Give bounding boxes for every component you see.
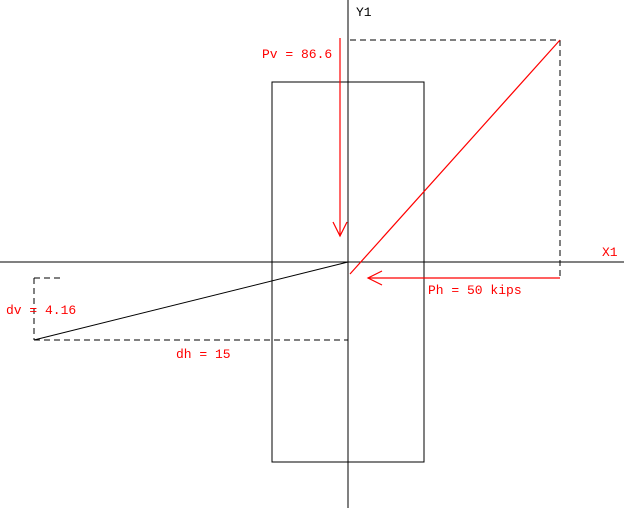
dv-label: dv = 4.16	[6, 303, 76, 318]
ph-label: Ph = 50 kips	[428, 283, 522, 298]
pv-label: Pv = 86.6	[262, 47, 332, 62]
diagram-canvas: Y1 X1 Pv = 86.6 Ph = 50 kips dv = 4.16 d…	[0, 0, 624, 508]
resultant-force	[350, 40, 560, 274]
dh-label: dh = 15	[176, 347, 231, 362]
y-axis-label: Y1	[356, 5, 372, 20]
x-axis-label: X1	[602, 245, 618, 260]
displacement-vector	[34, 262, 348, 340]
